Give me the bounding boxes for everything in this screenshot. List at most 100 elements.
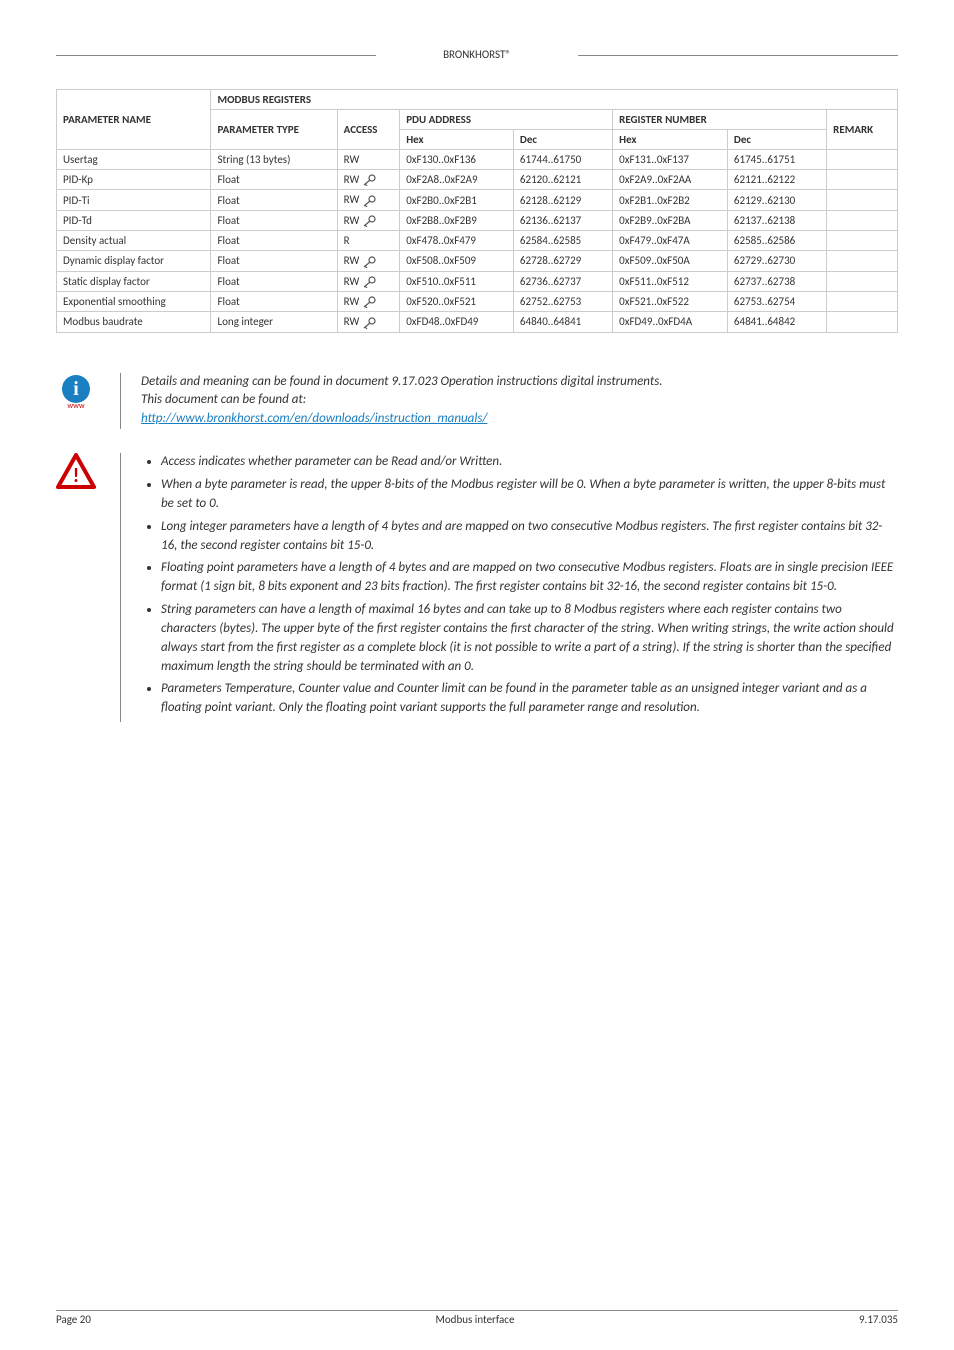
cell-regdec: 61745..61751 — [727, 150, 826, 170]
col-reg-dec: Dec — [727, 130, 826, 150]
col-param-type: PARAMETER TYPE — [211, 110, 337, 150]
cell-name: PID-Ti — [57, 190, 211, 210]
cell-remark — [827, 231, 898, 251]
cell-pdudec: 62728..62729 — [513, 251, 612, 271]
table-row: Static display factorFloatRW 0xF510..0xF… — [57, 271, 898, 291]
cell-name: PID-Kp — [57, 170, 211, 190]
cell-type: Float — [211, 231, 337, 251]
cell-name: Density actual — [57, 231, 211, 251]
cell-reghex: 0xF479..0xF47A — [613, 231, 728, 251]
cell-regdec: 62737..62738 — [727, 271, 826, 291]
cell-remark — [827, 150, 898, 170]
footer-center: Modbus interface — [435, 1313, 514, 1326]
cell-name: PID-Td — [57, 210, 211, 230]
cell-access: RW — [337, 251, 400, 271]
col-param-name: PARAMETER NAME — [57, 90, 211, 150]
info-link[interactable]: http://www.bronkhorst.com/en/downloads/i… — [141, 411, 487, 426]
col-pdu: PDU ADDRESS — [400, 110, 613, 130]
list-item: Long integer parameters have a length of… — [161, 518, 898, 556]
page-header: BRONKHORST® — [56, 48, 898, 61]
cell-pduhex: 0xF2A8..0xF2A9 — [400, 170, 514, 190]
cell-regdec: 62729..62730 — [727, 251, 826, 271]
cell-access: RW — [337, 150, 400, 170]
cell-pdudec: 62136..62137 — [513, 210, 612, 230]
cell-name: Modbus baudrate — [57, 312, 211, 332]
cell-access: RW — [337, 210, 400, 230]
cell-type: Float — [211, 291, 337, 311]
cell-access: RW — [337, 291, 400, 311]
cell-remark — [827, 251, 898, 271]
cell-pdudec: 62736..62737 — [513, 271, 612, 291]
cell-pdudec: 62752..62753 — [513, 291, 612, 311]
list-item: String parameters can have a length of m… — [161, 601, 898, 676]
brand-label: BRONKHORST® — [443, 48, 511, 61]
cell-type: Float — [211, 190, 337, 210]
cell-access: RW — [337, 312, 400, 332]
page-footer: Page 20 Modbus interface 9.17.035 — [56, 1310, 898, 1326]
list-item: Parameters Temperature, Counter value an… — [161, 680, 898, 718]
cell-reghex: 0xF2A9..0xF2AA — [613, 170, 728, 190]
table-row: Modbus baudrateLong integerRW 0xFD48..0x… — [57, 312, 898, 332]
cell-type: String (13 bytes) — [211, 150, 337, 170]
header-rule-right — [578, 55, 898, 56]
cell-pduhex: 0xF478..0xF479 — [400, 231, 514, 251]
table-row: PID-TdFloatRW 0xF2B8..0xF2B962136..62137… — [57, 210, 898, 230]
cell-access: R — [337, 231, 400, 251]
cell-type: Long integer — [211, 312, 337, 332]
cell-remark — [827, 210, 898, 230]
col-remark: REMARK — [827, 110, 898, 150]
info-icon: i www — [56, 373, 121, 430]
cell-access: RW — [337, 170, 400, 190]
info-block: i www Details and meaning can be found i… — [56, 373, 898, 430]
footer-right: 9.17.035 — [859, 1313, 898, 1326]
cell-pduhex: 0xF2B0..0xF2B1 — [400, 190, 514, 210]
cell-remark — [827, 170, 898, 190]
cell-name: Usertag — [57, 150, 211, 170]
warning-icon: ! — [56, 453, 121, 722]
cell-regdec: 62585..62586 — [727, 231, 826, 251]
svg-text:www: www — [67, 401, 85, 411]
table-row: Density actualFloatR0xF478..0xF47962584.… — [57, 231, 898, 251]
table-row: PID-KpFloatRW 0xF2A8..0xF2A962120..62121… — [57, 170, 898, 190]
list-item: Floating point parameters have a length … — [161, 559, 898, 597]
svg-text:i: i — [73, 378, 79, 400]
cell-remark — [827, 312, 898, 332]
info-line2: This document can be found at: — [141, 392, 306, 407]
cell-regdec: 62753..62754 — [727, 291, 826, 311]
cell-pdudec: 62120..62121 — [513, 170, 612, 190]
cell-pduhex: 0xF130..0xF136 — [400, 150, 514, 170]
cell-name: Exponential smoothing — [57, 291, 211, 311]
cell-reghex: 0xF509..0xF50A — [613, 251, 728, 271]
cell-name: Dynamic display factor — [57, 251, 211, 271]
cell-access: RW — [337, 190, 400, 210]
cell-type: Float — [211, 271, 337, 291]
cell-pduhex: 0xF510..0xF511 — [400, 271, 514, 291]
cell-pdudec: 64840..64841 — [513, 312, 612, 332]
cell-regdec: 62121..62122 — [727, 170, 826, 190]
cell-pdudec: 61744..61750 — [513, 150, 612, 170]
cell-name: Static display factor — [57, 271, 211, 291]
cell-regdec: 62129..62130 — [727, 190, 826, 210]
cell-type: Float — [211, 251, 337, 271]
cell-regdec: 64841..64842 — [727, 312, 826, 332]
cell-pduhex: 0xF520..0xF521 — [400, 291, 514, 311]
cell-reghex: 0xF511..0xF512 — [613, 271, 728, 291]
table-row: Dynamic display factorFloatRW 0xF508..0x… — [57, 251, 898, 271]
cell-reghex: 0xF131..0xF137 — [613, 150, 728, 170]
cell-remark — [827, 190, 898, 210]
cell-remark — [827, 291, 898, 311]
cell-type: Float — [211, 210, 337, 230]
cell-pduhex: 0xF2B8..0xF2B9 — [400, 210, 514, 230]
info-line1: Details and meaning can be found in docu… — [141, 374, 663, 389]
list-item: When a byte parameter is read, the upper… — [161, 476, 898, 514]
cell-regdec: 62137..62138 — [727, 210, 826, 230]
cell-pdudec: 62584..62585 — [513, 231, 612, 251]
table-row: UsertagString (13 bytes)RW0xF130..0xF136… — [57, 150, 898, 170]
col-reg-hex: Hex — [613, 130, 728, 150]
bullets-list: Access indicates whether parameter can b… — [141, 453, 898, 718]
col-pdu-dec: Dec — [513, 130, 612, 150]
col-access: ACCESS — [337, 110, 400, 150]
cell-pdudec: 62128..62129 — [513, 190, 612, 210]
modbus-table: PARAMETER NAME MODBUS REGISTERS PARAMETE… — [56, 89, 898, 333]
col-regnum: REGISTER NUMBER — [613, 110, 827, 130]
